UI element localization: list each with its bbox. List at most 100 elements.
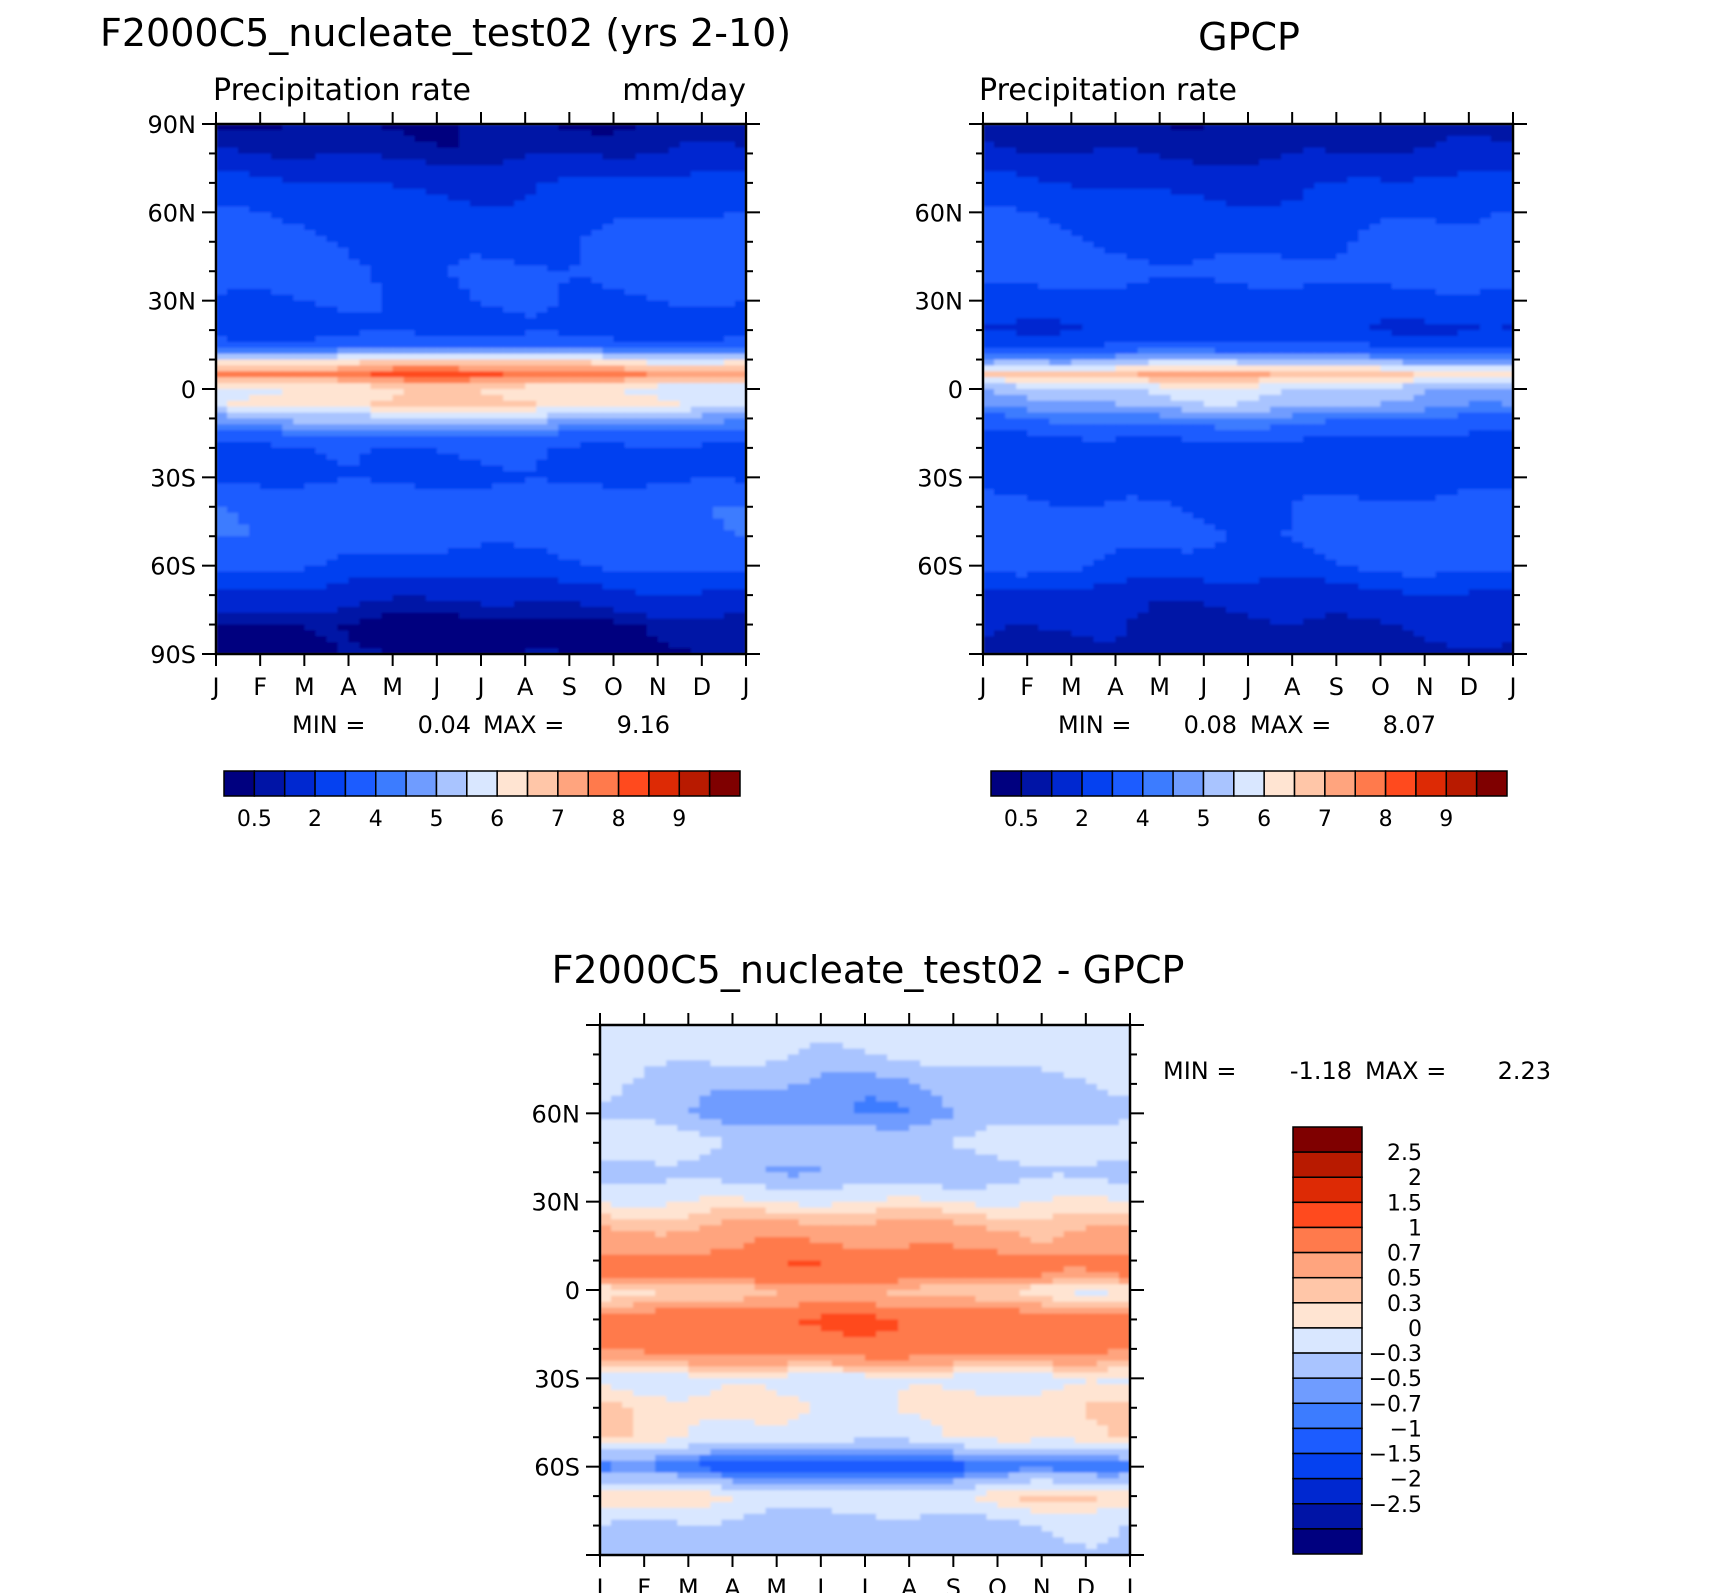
- contour-cell: [1038, 153, 1050, 160]
- contour-cell: [392, 483, 405, 490]
- contour-cell: [624, 312, 637, 319]
- contour-cell: [392, 336, 405, 343]
- contour-cell: [392, 612, 405, 620]
- contour-cell: [359, 577, 372, 584]
- contour-cell: [624, 206, 637, 213]
- contour-cell: [679, 595, 692, 602]
- contour-cell: [635, 489, 648, 496]
- contour-cell: [602, 371, 615, 378]
- contour-cell: [558, 477, 570, 484]
- contour-cell: [492, 300, 504, 308]
- contour-cell: [469, 530, 482, 537]
- contour-cell: [227, 459, 239, 467]
- contour-cell: [569, 353, 581, 361]
- contour-cell: [227, 430, 239, 437]
- contour-cell: [481, 377, 493, 384]
- contour-cell: [227, 636, 239, 643]
- contour-cell: [370, 253, 383, 261]
- contour-cell: [469, 124, 482, 131]
- contour-cell: [569, 188, 581, 196]
- contour-cell: [723, 135, 736, 143]
- contour-cell: [580, 389, 593, 396]
- contour-cell: [1314, 135, 1326, 143]
- contour-cell: [657, 471, 670, 478]
- contour-cell: [414, 300, 427, 308]
- contour-cell: [315, 377, 328, 384]
- contour-cell: [337, 565, 350, 573]
- contour-cell: [536, 471, 548, 478]
- contour-cell: [646, 165, 659, 172]
- contour-cell: [481, 312, 493, 319]
- contour-cell: [271, 465, 283, 473]
- contour-cell: [690, 235, 703, 243]
- contour-cell: [469, 606, 482, 614]
- contour-cell: [514, 436, 526, 443]
- contour-cell: [591, 642, 604, 649]
- contour-cell: [547, 200, 559, 208]
- contour-cell: [458, 294, 471, 302]
- contour-cell: [734, 341, 746, 349]
- contour-cell: [370, 465, 383, 473]
- contour-cell: [447, 606, 460, 614]
- contour-cell: [1446, 182, 1459, 190]
- contour-cell: [481, 200, 493, 208]
- contour-cell: [469, 442, 482, 449]
- contour-cell: [271, 483, 283, 490]
- contour-cell: [1126, 188, 1139, 196]
- contour-cell: [503, 212, 515, 219]
- contour-cell: [492, 648, 504, 654]
- contour-cell: [458, 624, 471, 632]
- contour-cell: [370, 612, 383, 620]
- contour-cell: [359, 218, 372, 225]
- contour-cell: [293, 194, 305, 202]
- contour-cell: [238, 559, 250, 567]
- contour-cell: [536, 518, 548, 526]
- contour-cell: [348, 353, 361, 361]
- contour-cell: [436, 477, 449, 484]
- min-max-readout: MIN = 0.04 MAX = 9.16: [292, 711, 670, 739]
- contour-cell: [503, 300, 515, 308]
- contour-cell: [271, 241, 283, 249]
- contour-cell: [315, 365, 328, 372]
- contour-cell: [701, 318, 714, 325]
- contour-cell: [558, 318, 570, 325]
- contour-cell: [503, 330, 515, 337]
- contour-cell: [216, 495, 228, 502]
- contour-cell: [282, 147, 294, 155]
- contour-cell: [624, 553, 637, 561]
- contour-cell: [1248, 124, 1260, 131]
- contour-cell: [227, 500, 239, 508]
- contour-cell: [690, 188, 703, 196]
- contour-cell: [712, 277, 725, 284]
- contour-cell: [558, 324, 570, 331]
- contour-cell: [260, 218, 272, 225]
- contour-cell: [536, 212, 548, 219]
- contour-cell: [326, 124, 339, 131]
- contour-cell: [734, 595, 746, 602]
- contour-cell: [337, 442, 350, 449]
- contour-cell: [348, 365, 361, 372]
- contour-cell: [983, 182, 995, 190]
- contour-cell: [238, 430, 250, 437]
- contour-cell: [403, 224, 416, 231]
- contour-cell: [492, 506, 504, 514]
- contour-cell: [370, 518, 383, 526]
- contour-cell: [260, 571, 272, 579]
- contour-cell: [481, 171, 493, 178]
- contour-cell: [690, 548, 703, 555]
- contour-cell: [392, 477, 405, 484]
- contour-cell: [249, 495, 261, 502]
- contour-cell: [734, 147, 746, 155]
- contour-cell: [238, 548, 250, 555]
- contour-cell: [392, 606, 405, 614]
- contour-cell: [657, 312, 670, 319]
- contour-cell: [381, 418, 394, 425]
- contour-cell: [723, 436, 736, 443]
- contour-cell: [1369, 141, 1382, 149]
- contour-cell: [348, 601, 361, 608]
- contour-cell: [337, 283, 350, 290]
- contour-cell: [425, 336, 438, 343]
- contour-cell: [701, 612, 714, 620]
- contour-cell: [635, 212, 648, 219]
- contour-cell: [447, 153, 460, 160]
